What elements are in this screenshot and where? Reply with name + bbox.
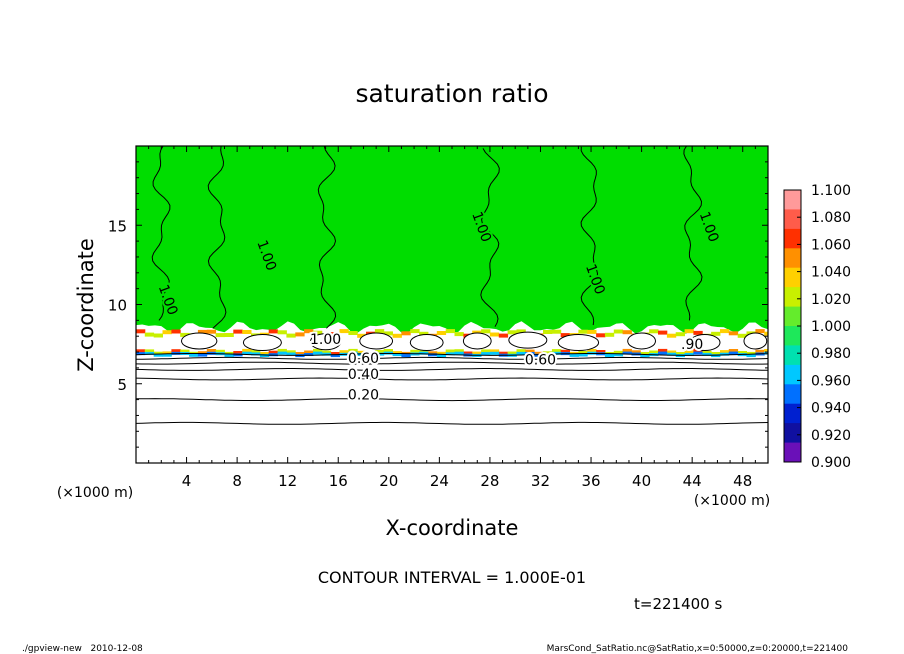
x-tick-label: 32: [531, 472, 550, 490]
colorbar-label: 1.080: [811, 210, 851, 226]
contour-lines: [136, 353, 768, 425]
colorbar-label: 0.960: [811, 373, 851, 389]
colorbar-swatch: [784, 228, 801, 249]
x-tick-label: 48: [733, 472, 752, 490]
colorbar-swatch: [784, 384, 801, 405]
contour-label-halo: 1.00: [310, 332, 341, 348]
colorbar-label: 0.920: [811, 428, 851, 444]
x-tick-label: 24: [430, 472, 449, 490]
footer-left: ./gpview-new 2010-12-08: [22, 644, 143, 654]
colorbar-swatch: [784, 248, 801, 269]
cloud-patches: [181, 331, 768, 352]
y-unit-label: (×1000 m): [57, 485, 133, 501]
y-ticks: 5 10 15: [108, 161, 768, 448]
contour-label: 0.20: [348, 388, 379, 404]
contour-labels: 0.200.200.400.400.600.60 0.600.601.001.00…: [153, 208, 724, 406]
colorbar: 1.100 1.080 1.060 1.040 1.020 1.000 0.980 0.960…: [783, 183, 851, 471]
x-tick-label: 4: [182, 472, 192, 490]
x-tick-label: 16: [329, 472, 348, 490]
contour-label: .90: [681, 337, 703, 353]
time-label: t=221400 s: [634, 595, 722, 613]
contour-label: 0.40: [348, 367, 379, 383]
colorbar-swatch: [784, 267, 801, 288]
colorbar-label: 1.060: [811, 237, 851, 253]
x-tick-label: 8: [232, 472, 242, 490]
y-tick-label: 5: [117, 376, 127, 394]
footer-right: MarsCond_SatRatio.nc@SatRatio,x=0:50000,…: [547, 644, 849, 654]
colorbar-label: 1.020: [811, 292, 851, 308]
colorbar-swatch: [784, 326, 801, 346]
colorbar-label: 0.980: [811, 346, 851, 362]
chart-title: saturation ratio: [355, 79, 548, 108]
colorbar-swatch: [784, 423, 801, 443]
colorbar-label: 0.940: [811, 401, 851, 417]
field: [136, 146, 768, 463]
colorbar-swatch: [784, 345, 801, 366]
x-unit-label: (×1000 m): [694, 493, 770, 509]
contour-label: 1.00: [310, 332, 341, 348]
contour-label-halo: 0.40: [348, 367, 379, 383]
colorbar-label: 1.040: [811, 265, 851, 281]
colorbar-swatch: [784, 442, 801, 463]
colorbar-swatch: [784, 364, 801, 385]
contour-label-halo: .90: [681, 337, 703, 353]
colorbar-label: 0.900: [811, 455, 851, 471]
contour-1-00: [151, 146, 703, 329]
contour-label-halo: 0.60: [525, 353, 556, 369]
x-tick-label: 44: [683, 472, 702, 490]
plot-area: [135, 145, 769, 464]
colorbar-swatch: [784, 306, 801, 327]
colorbar-swatch: [784, 403, 801, 424]
contour-interval-note: CONTOUR INTERVAL = 1.000E-01: [318, 568, 586, 587]
colorbar-swatch: [784, 190, 801, 210]
colorbar-swatch: [784, 209, 801, 230]
y-tick-label: 15: [108, 217, 127, 235]
colorbar-label: 1.100: [811, 183, 851, 199]
x-tick-label: 36: [581, 472, 600, 490]
contour-label: 0.60: [525, 353, 556, 369]
x-tick-label: 28: [480, 472, 499, 490]
y-tick-label: 10: [108, 297, 127, 315]
saturated-region: [136, 146, 768, 334]
x-ticks: 4 8 12 16 20 24 28 32 36 40 44 48: [148, 146, 756, 490]
contour-label: 0.60: [348, 351, 379, 367]
y-axis-label: Z-coordinate: [74, 238, 98, 372]
colorbar-label: 1.000: [811, 319, 851, 335]
x-tick-label: 12: [278, 472, 297, 490]
contour-label-halo: 0.20: [348, 388, 379, 404]
x-tick-label: 40: [632, 472, 651, 490]
contour-label-halo: 0.60: [348, 351, 379, 367]
x-tick-label: 20: [379, 472, 398, 490]
colorbar-swatch: [784, 287, 801, 307]
x-axis-label: X-coordinate: [386, 516, 519, 540]
